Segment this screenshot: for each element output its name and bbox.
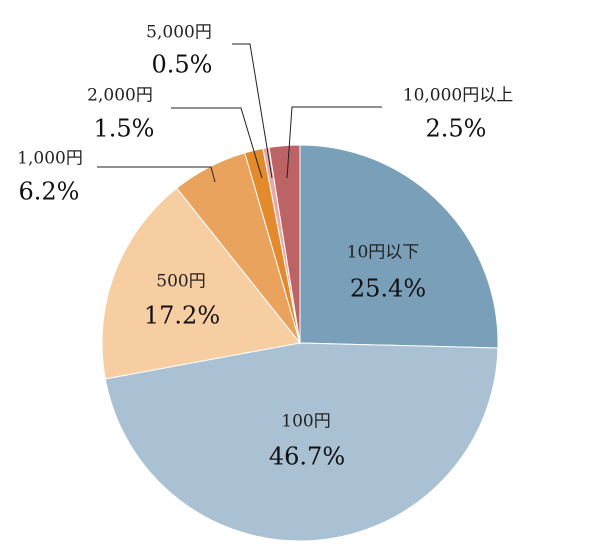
pie-slice-3 bbox=[101, 187, 301, 380]
slice-value-4: 6.2% bbox=[19, 178, 80, 206]
leader-line-6 bbox=[232, 43, 273, 179]
slice-label-3: 500円 bbox=[156, 272, 205, 292]
slice-label-6: 5,000円 bbox=[146, 23, 212, 43]
pie-slice-2 bbox=[104, 342, 499, 542]
slice-label-4: 1,000円 bbox=[17, 149, 83, 169]
slice-label-1: 10円以下 bbox=[347, 243, 420, 263]
slice-value-5: 1.5% bbox=[94, 115, 155, 143]
slice-label-7: 10,000円以上 bbox=[403, 86, 513, 106]
pie-slice-7 bbox=[268, 144, 301, 344]
pie-slice-1 bbox=[299, 144, 499, 349]
pie-slices bbox=[101, 144, 499, 542]
leader-line-7 bbox=[286, 106, 382, 179]
leader-line-4 bbox=[97, 166, 216, 183]
slice-label-2: 100円 bbox=[281, 412, 330, 432]
leader-lines bbox=[97, 43, 382, 183]
pie-labels: 10円以下 25.4% 100円 46.7% 500円 17.2% 1,000円 6.2% 2,… bbox=[17, 23, 513, 471]
slice-value-1: 25.4% bbox=[350, 275, 426, 303]
slice-value-3: 17.2% bbox=[144, 302, 220, 330]
slice-label-5: 2,000円 bbox=[87, 86, 153, 106]
slice-value-6: 0.5% bbox=[152, 51, 213, 79]
slice-value-2: 46.7% bbox=[269, 443, 345, 471]
slice-value-7: 2.5% bbox=[426, 115, 487, 143]
leader-line-5 bbox=[171, 107, 263, 179]
